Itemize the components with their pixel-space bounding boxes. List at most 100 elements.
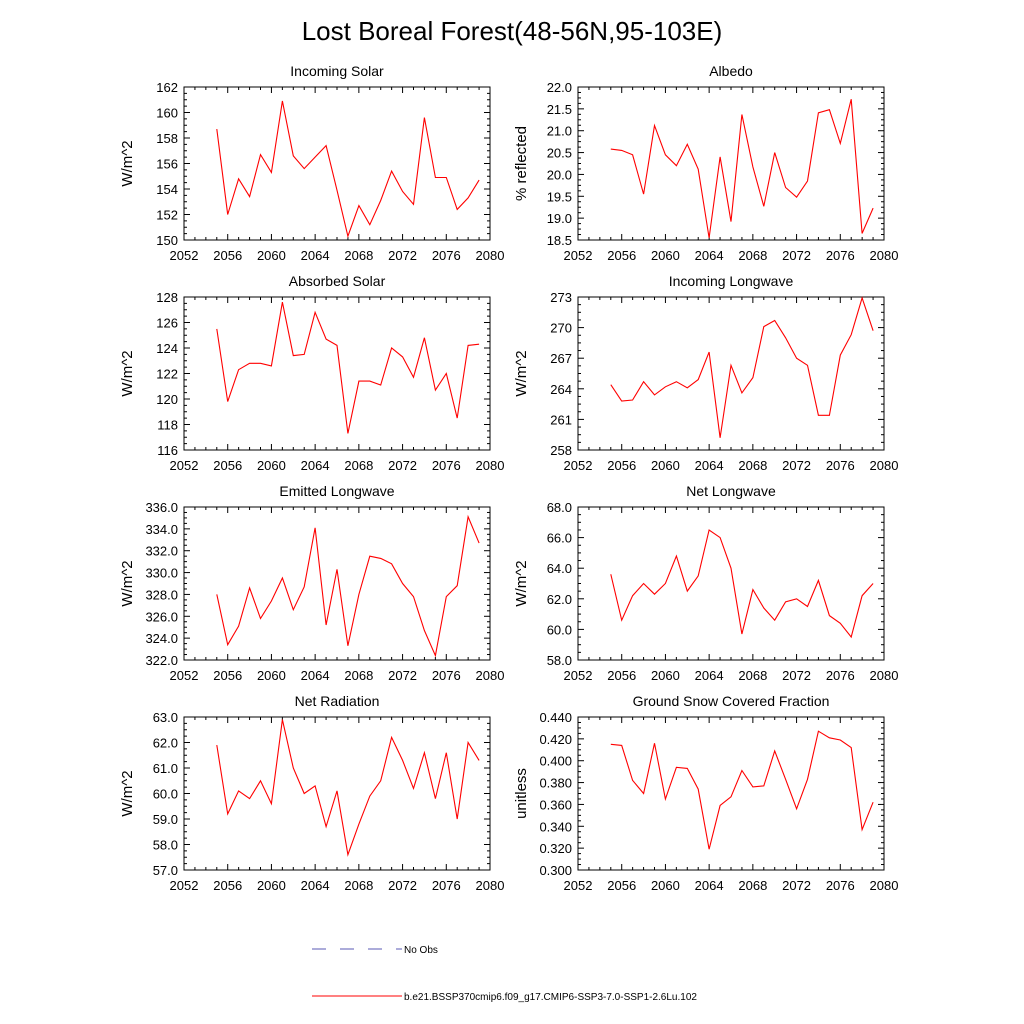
panel-incoming-longwave: Incoming Longwave W/m^2 2052 2056 2060 2064 20…: [513, 273, 898, 473]
y-axis-label: W/m^2: [513, 350, 530, 396]
plot-frame: [183, 86, 491, 241]
y-tick-label: 22.0: [547, 80, 572, 95]
x-tick-label: 2064: [301, 668, 330, 683]
x-tick-label: 2060: [651, 878, 680, 893]
y-axis-label: W/m^2: [119, 140, 136, 186]
y-tick-label: 20.5: [547, 146, 572, 161]
y-tick-label: 264: [550, 382, 572, 397]
x-tick-label: 2068: [344, 458, 373, 473]
y-tick-label: 124: [156, 341, 178, 356]
y-tick-label: 18.5: [547, 233, 572, 248]
x-tick-label: 2064: [695, 248, 724, 263]
x-tick-label: 2052: [564, 668, 593, 683]
x-tick-label: 2072: [782, 878, 811, 893]
y-axis-label: W/m^2: [119, 770, 136, 816]
x-tick-label: 2060: [257, 878, 286, 893]
panel-title: Incoming Solar: [290, 63, 384, 79]
panel-title: Ground Snow Covered Fraction: [633, 693, 830, 709]
x-tick-label: 2080: [870, 248, 899, 263]
x-tick-label: 2068: [738, 668, 767, 683]
y-tick-label: 0.420: [539, 732, 572, 747]
x-tick-label: 2080: [476, 668, 505, 683]
y-tick-label: 328.0: [145, 587, 178, 602]
x-tick-label: 2072: [782, 458, 811, 473]
panel-incoming-solar: Incoming Solar W/m^2 2052 2056 2060 2064 2068 2…: [119, 63, 504, 263]
y-tick-label: 258: [550, 443, 572, 458]
x-tick-label: 2060: [651, 458, 680, 473]
y-tick-label: 267: [550, 351, 572, 366]
x-tick-label: 2076: [826, 668, 855, 683]
y-tick-label: 0.380: [539, 776, 572, 791]
y-tick-label: 324.0: [145, 631, 178, 646]
x-tick-label: 2056: [607, 878, 636, 893]
x-tick-label: 2056: [607, 248, 636, 263]
legend: No Obs b.e21.BSSP370cmip6.f09_g17.CMIP6-…: [312, 945, 697, 1003]
panel-net-radiation: Net Radiation W/m^2 2052 2056 2060 2064 2068 20…: [119, 693, 504, 893]
x-tick-label: 2056: [607, 668, 636, 683]
y-tick-label: 68.0: [547, 500, 572, 515]
x-tick-label: 2080: [476, 248, 505, 263]
y-tick-label: 158: [156, 131, 178, 146]
y-axis-label: % reflected: [513, 126, 530, 201]
y-tick-label: 0.300: [539, 863, 572, 878]
y-tick-label: 273: [550, 290, 572, 305]
legend-label-no-obs: No Obs: [404, 945, 438, 956]
x-tick-label: 2064: [695, 878, 724, 893]
y-tick-label: 0.360: [539, 797, 572, 812]
x-tick-label: 2060: [257, 668, 286, 683]
panel-title: Absorbed Solar: [289, 273, 386, 289]
series-line: [216, 100, 480, 239]
x-tick-label: 2072: [782, 668, 811, 683]
y-tick-label: 150: [156, 233, 178, 248]
y-tick-label: 62.0: [153, 736, 178, 751]
y-tick-label: 19.5: [547, 189, 572, 204]
panel-title: Net Radiation: [295, 693, 380, 709]
y-tick-label: 19.0: [547, 211, 572, 226]
x-tick-label: 2076: [432, 668, 461, 683]
x-tick-label: 2056: [607, 458, 636, 473]
plot-frame: [183, 506, 491, 661]
x-tick-label: 2072: [388, 878, 417, 893]
x-tick-label: 2052: [170, 458, 199, 473]
y-tick-label: 152: [156, 208, 178, 223]
x-tick-label: 2056: [213, 458, 242, 473]
y-tick-label: 118: [157, 418, 178, 433]
panel-title: Incoming Longwave: [669, 273, 794, 289]
y-tick-label: 156: [156, 157, 178, 172]
series-line: [216, 301, 480, 434]
y-tick-label: 160: [156, 106, 178, 121]
panel-title: Albedo: [709, 63, 753, 79]
plot-frame: [577, 506, 885, 661]
x-tick-label: 2076: [826, 458, 855, 473]
series-line: [216, 719, 480, 857]
plot-frame: [183, 296, 491, 451]
panel-ground-snow-covered-fraction: Ground Snow Covered Fraction unitless 2052…: [513, 693, 898, 893]
x-tick-label: 2052: [170, 248, 199, 263]
x-tick-label: 2064: [695, 668, 724, 683]
y-tick-label: 66.0: [547, 531, 572, 546]
x-tick-label: 2076: [826, 248, 855, 263]
y-tick-label: 332.0: [145, 544, 178, 559]
x-tick-label: 2068: [344, 248, 373, 263]
x-tick-label: 2072: [782, 248, 811, 263]
x-tick-label: 2064: [695, 458, 724, 473]
y-tick-label: 154: [156, 182, 178, 197]
y-tick-label: 60.0: [153, 787, 178, 802]
y-axis-label: W/m^2: [513, 560, 530, 606]
y-tick-label: 58.0: [547, 653, 572, 668]
x-tick-label: 2068: [738, 878, 767, 893]
x-tick-label: 2060: [257, 458, 286, 473]
legend-label-model: b.e21.BSSP370cmip6.f09_g17.CMIP6-SSP3-7.…: [404, 992, 697, 1003]
x-tick-label: 2076: [432, 458, 461, 473]
y-tick-label: 20.0: [547, 167, 572, 182]
y-tick-label: 336.0: [145, 500, 178, 515]
series-line: [610, 99, 874, 238]
figure-title: Lost Boreal Forest(48-56N,95-103E): [302, 16, 723, 46]
x-tick-label: 2060: [651, 248, 680, 263]
x-tick-label: 2056: [213, 878, 242, 893]
x-tick-label: 2076: [826, 878, 855, 893]
y-tick-label: 61.0: [153, 761, 178, 776]
panel-albedo: Albedo % reflected 2052 2056 2060 2064 2068 207…: [513, 63, 898, 263]
y-tick-label: 116: [157, 443, 178, 458]
